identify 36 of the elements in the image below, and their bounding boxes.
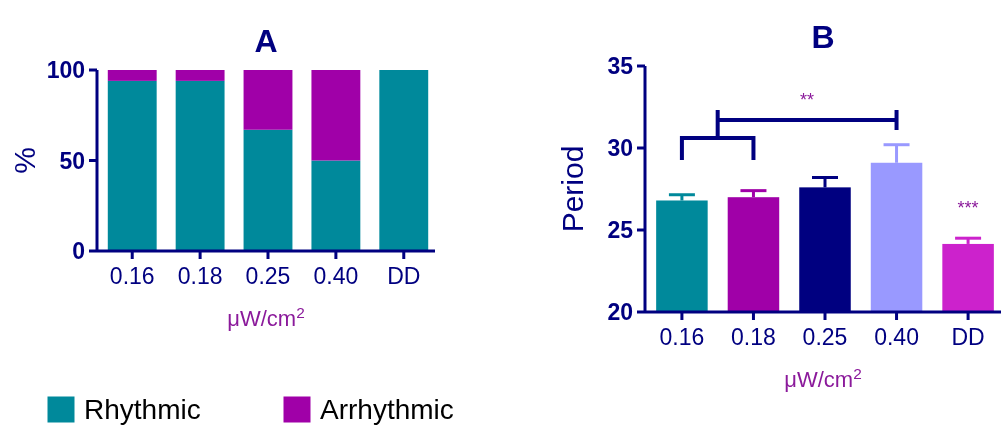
chart-title: B: [811, 19, 835, 55]
x-tick-label: 0.18: [731, 324, 776, 350]
bar: [175, 70, 225, 81]
y-axis-title: %: [8, 147, 41, 174]
y-tick-label: 20: [607, 299, 633, 326]
x-tick-label: DD: [387, 263, 421, 289]
legend-label: Arrhythmic: [320, 394, 454, 425]
y-tick-label: 35: [607, 53, 634, 80]
x-tick-label: DD: [951, 324, 985, 350]
chart-title: A: [254, 23, 278, 59]
bar: [243, 70, 293, 130]
bar: [243, 129, 293, 251]
annotation: **: [800, 90, 815, 110]
x-tick-label: 0.16: [109, 263, 155, 289]
bar: [175, 80, 225, 251]
x-tick-label: 0.25: [802, 324, 848, 350]
y-tick-label: 0: [72, 238, 85, 265]
x-tick-label: 0.18: [177, 263, 223, 289]
x-tick-label: 0.40: [874, 324, 919, 350]
bar: [107, 70, 157, 81]
annotation: ***: [957, 197, 979, 218]
x-tick-label: 0.16: [659, 324, 705, 350]
x-axis-title: μW/cm$^{2}$: [784, 364, 862, 392]
y-tick-label: 100: [46, 57, 85, 84]
bar: [107, 80, 157, 251]
legend-label: Rhythmic: [84, 394, 201, 425]
bar: [311, 70, 361, 161]
y-axis-title: Period: [556, 145, 589, 233]
y-tick-label: 30: [607, 135, 633, 162]
x-tick-label: 0.25: [245, 263, 291, 289]
x-axis-title: μW/cm$^{2}$: [227, 303, 305, 331]
y-tick-label: 25: [607, 217, 634, 244]
y-tick-label: 50: [59, 147, 85, 174]
bar: [311, 160, 361, 251]
bar: [379, 70, 429, 251]
x-tick-label: 0.40: [313, 263, 359, 289]
